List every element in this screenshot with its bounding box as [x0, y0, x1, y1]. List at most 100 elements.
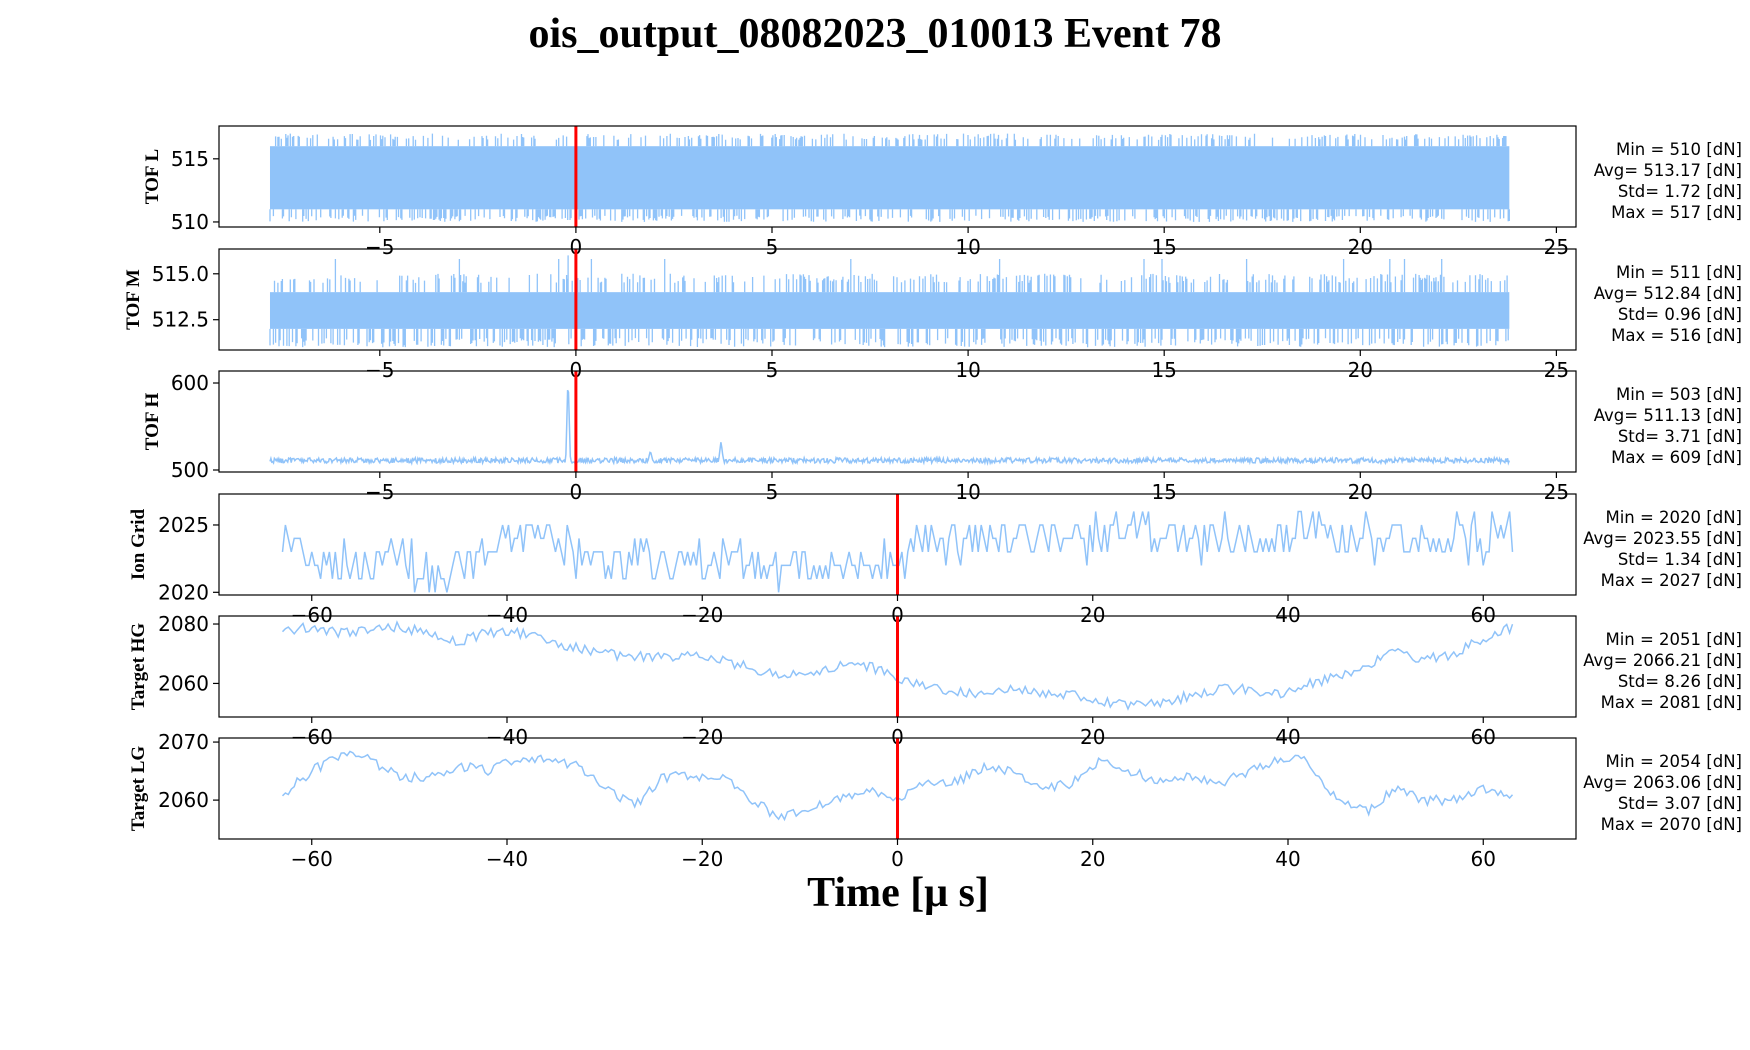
x-tick-label: 5 — [766, 235, 779, 259]
plot-area — [269, 126, 1510, 227]
signal-band — [269, 146, 1510, 210]
y-tick-label: 500 — [171, 458, 209, 482]
y-axis-label: TOF H — [142, 393, 163, 451]
panel-target-lg: −60 −40 −20 0 20 40 60 2060 2070 Target LG Min = 2… — [128, 730, 1742, 871]
stat-line: Std= 8.26 [dN] — [1618, 672, 1742, 691]
stat-line: Max = 2081 [dN] — [1601, 693, 1742, 712]
x-tick-label: −60 — [291, 603, 333, 627]
plot-area — [281, 738, 1514, 839]
x-tick-label: 5 — [766, 480, 779, 504]
stat-line: Min = 2054 [dN] — [1605, 752, 1742, 771]
plot-area — [269, 249, 1510, 350]
axes-frame — [218, 248, 1577, 351]
stat-line: Max = 517 [dN] — [1611, 203, 1742, 222]
signal-line — [269, 255, 1509, 348]
x-tick-label: 25 — [1544, 358, 1569, 382]
plot-area — [281, 616, 1514, 717]
x-tick-label: 60 — [1471, 725, 1496, 749]
x-tick-label: 0 — [570, 480, 583, 504]
signal-band — [269, 292, 1510, 329]
x-tick-label: 10 — [955, 358, 980, 382]
stat-line: Avg= 2066.21 [dN] — [1583, 651, 1742, 670]
y-tick-label: 2025 — [158, 513, 209, 537]
figure-title: ois_output_08082023_010013 Event 78 — [528, 11, 1221, 57]
y-axis-label: Target LG — [128, 746, 149, 832]
stat-line: Std= 0.96 [dN] — [1618, 305, 1742, 324]
x-tick-label: 0 — [570, 358, 583, 382]
axes-frame — [218, 370, 1577, 473]
x-tick-label: 20 — [1080, 603, 1105, 627]
y-tick-label: 512.5 — [152, 308, 209, 332]
y-tick-label: 2070 — [158, 730, 209, 754]
x-tick-label: 10 — [955, 235, 980, 259]
x-tick-label: −40 — [486, 847, 528, 871]
stat-line: Min = 503 [dN] — [1616, 385, 1742, 404]
y-axis-label: Ion Grid — [128, 508, 149, 580]
x-tick-label: −40 — [486, 725, 528, 749]
x-tick-label: −60 — [291, 847, 333, 871]
y-tick-label: 600 — [171, 371, 209, 395]
x-axis-label: Time [μ s] — [807, 870, 989, 916]
x-tick-label: 0 — [891, 603, 904, 627]
stat-line: Std= 3.07 [dN] — [1618, 794, 1742, 813]
x-tick-label: 20 — [1348, 358, 1373, 382]
y-tick-label: 510 — [171, 210, 209, 234]
signal-line — [269, 389, 1510, 466]
stat-line: Max = 2027 [dN] — [1601, 571, 1742, 590]
signal-line — [269, 133, 1510, 222]
stat-line: Min = 2020 [dN] — [1605, 508, 1742, 527]
stat-line: Min = 511 [dN] — [1616, 263, 1742, 282]
x-tick-label: 0 — [570, 235, 583, 259]
x-tick-label: 10 — [955, 480, 980, 504]
stat-line: Max = 516 [dN] — [1611, 326, 1742, 345]
stat-line: Avg= 2063.06 [dN] — [1583, 773, 1742, 792]
y-axis-label: Target HG — [128, 623, 149, 711]
plot-area — [281, 494, 1514, 595]
x-tick-label: 25 — [1544, 480, 1569, 504]
x-tick-label: −20 — [681, 603, 723, 627]
x-tick-label: −5 — [365, 480, 394, 504]
stat-line: Avg= 511.13 [dN] — [1594, 406, 1742, 425]
x-tick-label: 40 — [1275, 847, 1300, 871]
y-tick-label: 2080 — [158, 612, 209, 636]
x-tick-label: 0 — [891, 847, 904, 871]
x-tick-label: −20 — [681, 847, 723, 871]
stat-line: Avg= 513.17 [dN] — [1594, 161, 1742, 180]
stat-line: Std= 1.72 [dN] — [1618, 182, 1742, 201]
x-tick-label: 0 — [891, 725, 904, 749]
x-tick-label: 20 — [1080, 725, 1105, 749]
x-tick-label: 15 — [1151, 235, 1176, 259]
x-tick-label: 40 — [1275, 725, 1300, 749]
x-tick-label: 20 — [1348, 235, 1373, 259]
panel-tof-m: −5 0 5 10 15 20 25 512.5 515.0 TOF M Min = 511 [dN… — [123, 248, 1742, 382]
x-tick-label: 15 — [1151, 480, 1176, 504]
x-tick-label: 40 — [1275, 603, 1300, 627]
stat-line: Std= 3.71 [dN] — [1618, 427, 1742, 446]
panel-target-hg: −60 −40 −20 0 20 40 60 2060 2080 Target HG Min = 2… — [128, 612, 1742, 749]
y-tick-label: 2060 — [158, 671, 209, 695]
x-tick-label: 15 — [1151, 358, 1176, 382]
x-tick-label: −40 — [486, 603, 528, 627]
y-tick-label: 2020 — [158, 580, 209, 604]
y-tick-label: 515.0 — [152, 262, 209, 286]
x-tick-label: −60 — [291, 725, 333, 749]
x-tick-label: 25 — [1544, 235, 1569, 259]
x-tick-label: 5 — [766, 358, 779, 382]
x-tick-label: −5 — [365, 358, 394, 382]
stat-line: Avg= 2023.55 [dN] — [1583, 529, 1742, 548]
x-tick-label: 60 — [1471, 847, 1496, 871]
plot-area — [269, 371, 1510, 472]
stat-line: Avg= 512.84 [dN] — [1594, 284, 1742, 303]
stat-line: Min = 510 [dN] — [1616, 140, 1742, 159]
x-tick-label: −5 — [365, 235, 394, 259]
panel-ion-grid: −60 −40 −20 0 20 40 60 2020 2025 Ion Grid Min = 20… — [128, 493, 1742, 627]
x-tick-label: 60 — [1471, 603, 1496, 627]
x-tick-label: 20 — [1348, 480, 1373, 504]
x-tick-label: 20 — [1080, 847, 1105, 871]
panel-tof-h: −5 0 5 10 15 20 25 500 600 TOF H Min = 503 [dN] Avg… — [142, 370, 1742, 504]
stat-line: Max = 609 [dN] — [1611, 448, 1742, 467]
x-tick-label: −20 — [681, 725, 723, 749]
y-tick-label: 515 — [171, 147, 209, 171]
